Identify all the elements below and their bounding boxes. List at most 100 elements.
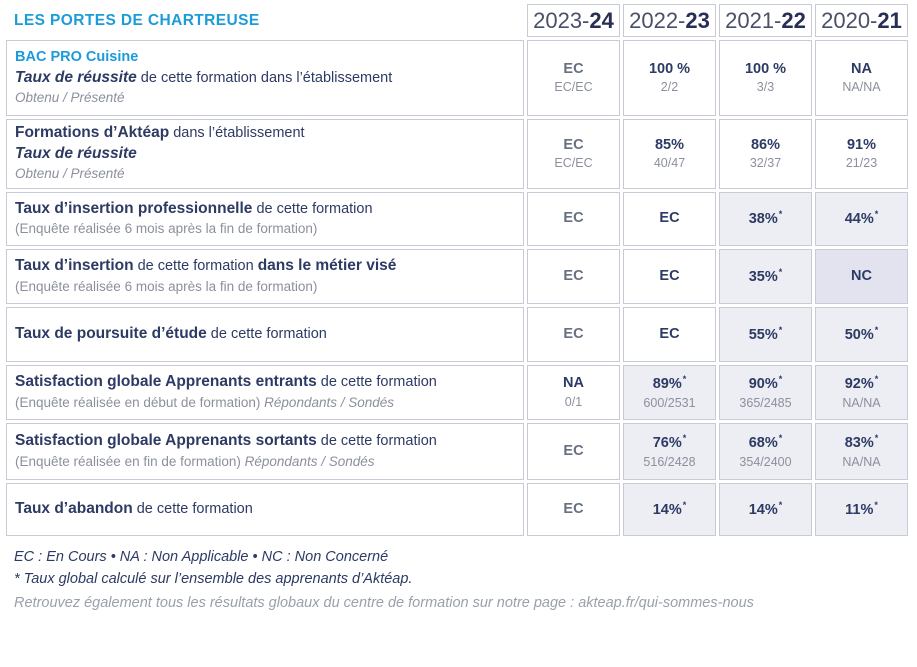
column-header-2023-24: 2023- 24 — [527, 4, 620, 37]
row-label-text: Répondants / Sondés — [244, 453, 375, 469]
row-label-line: Taux d’insertion de cette formation dans… — [15, 256, 513, 276]
value-cell: EC — [527, 423, 620, 480]
row-label-text: Taux d’abandon — [15, 500, 133, 518]
row-label-text: Répondants / Sondés — [264, 394, 395, 410]
value-cell: EC — [623, 192, 716, 246]
main-value: 14%* — [748, 499, 783, 518]
value-cell: EC EC/EC — [527, 40, 620, 116]
value-cell: 76%* 516/2428 — [623, 423, 716, 480]
column-header-2021-22: 2021- 22 — [719, 4, 812, 37]
main-value: 91% — [846, 136, 877, 153]
value-cell: 90%* 365/2485 — [719, 365, 812, 420]
institution-title: LES PORTES DE CHARTREUSE — [14, 11, 260, 29]
main-value: 76%* — [652, 433, 687, 452]
main-value: EC — [563, 500, 584, 517]
value-cell: 83%* NA/NA — [815, 423, 908, 480]
row-label-text: Obtenu / Présenté — [15, 90, 125, 106]
main-value: EC — [563, 210, 584, 227]
global-rate-asterisk: * — [778, 374, 783, 385]
sub-value: 40/47 — [653, 156, 686, 171]
value-cell: EC EC/EC — [527, 119, 620, 189]
row-label-text: dans le métier visé — [257, 257, 397, 275]
row-label-text: Formations d’Aktéap — [15, 124, 170, 142]
row-label-line: (Enquête réalisée en fin de formation) R… — [15, 452, 513, 472]
page: LES PORTES DE CHARTREUSE 2023- 24 2022- 23 2… — [6, 4, 908, 611]
row-label-text: de cette formation dans l’établissement — [136, 69, 393, 86]
value-cell: NC — [815, 249, 908, 304]
main-value: 35%* — [748, 266, 783, 285]
row-label: Taux d’insertion de cette formation dans… — [6, 249, 524, 304]
global-rate-asterisk: * — [874, 374, 879, 385]
main-value: 11%* — [845, 499, 878, 518]
row-label: Satisfaction globale Apprenants sortants… — [6, 423, 524, 480]
footer-link-text: Retrouvez également tous les résultats g… — [14, 594, 754, 611]
legend-note: * Taux global calculé sur l’ensemble des… — [14, 570, 413, 587]
row-label: Taux d’abandon de cette formation — [6, 483, 524, 536]
value-cell: EC — [623, 307, 716, 362]
value-cell: 89%* 600/2531 — [623, 365, 716, 420]
row-label-line: (Enquête réalisée 6 mois après la fin de… — [15, 219, 513, 239]
main-value: NA — [851, 60, 872, 77]
value-cell: EC — [527, 249, 620, 304]
row-label-line: (Enquête réalisée 6 mois après la fin de… — [15, 277, 513, 297]
column-header-year-bold: 24 — [589, 7, 614, 33]
row-label-line: Satisfaction globale Apprenants sortants… — [15, 431, 513, 451]
value-cell: EC — [527, 192, 620, 246]
row-label-line: Formations d’Aktéap dans l’établissement — [15, 123, 513, 143]
sub-value: NA/NA — [842, 454, 881, 469]
sub-value: 516/2428 — [643, 454, 696, 469]
row-label: BAC PRO Cuisine Taux de réussite de cette… — [6, 40, 524, 116]
row-label-text: de cette formation — [206, 326, 327, 343]
row-label-text: Taux d’insertion professionnelle — [15, 199, 253, 217]
sub-value: 365/2485 — [739, 395, 792, 410]
column-header-2022-23: 2022- 23 — [623, 4, 716, 37]
row-label-text: (Enquête réalisée en début de formation) — [15, 394, 265, 410]
row-label-text: Taux de réussite — [15, 144, 137, 162]
value-cell: NA 0/1 — [527, 365, 620, 420]
row-label-line: (Enquête réalisée en début de formation)… — [15, 393, 513, 413]
main-value: EC — [563, 267, 584, 284]
main-value: 55%* — [748, 324, 783, 343]
column-header-year-bold: 22 — [781, 7, 806, 33]
row-label-text: Taux d’insertion — [15, 257, 134, 275]
main-value: 14%* — [652, 499, 687, 518]
global-rate-asterisk: * — [778, 499, 783, 510]
row-label: Taux d’insertion professionnelle de cett… — [6, 192, 524, 246]
global-rate-asterisk: * — [874, 324, 879, 335]
row-label-text: (Enquête réalisée en fin de formation) — [15, 453, 245, 469]
row-label-text: BAC PRO Cuisine — [15, 49, 139, 66]
row-label-text: dans l’établissement — [169, 125, 305, 142]
global-rate-asterisk: * — [778, 209, 783, 220]
sub-value: NA/NA — [842, 395, 881, 410]
row-label-line: Taux de réussite — [15, 144, 513, 164]
row-label-text: Satisfaction globale Apprenants entrants — [15, 373, 317, 391]
legend-abbreviations: EC : En Cours • NA : Non Applicable • NC… — [14, 549, 389, 565]
sub-value: EC/EC — [554, 156, 593, 171]
value-cell: EC — [527, 483, 620, 536]
row-label-line: Taux de réussite de cette formation dans… — [15, 68, 513, 88]
row-label: Satisfaction globale Apprenants entrants… — [6, 365, 524, 420]
value-cell: 85% 40/47 — [623, 119, 716, 189]
row-label: Taux de poursuite d’étude de cette forma… — [6, 307, 524, 362]
main-value: 50%* — [844, 324, 879, 343]
row-label-line: BAC PRO Cuisine — [15, 47, 513, 67]
sub-value: 0/1 — [564, 394, 583, 409]
row-label-line: Taux de poursuite d’étude de cette forma… — [15, 324, 513, 344]
row-label-text: Obtenu / Présenté — [15, 166, 125, 182]
value-cell: 44%* — [815, 192, 908, 246]
row-label-text: de cette formation — [133, 258, 258, 275]
value-cell: EC — [623, 249, 716, 304]
main-value: 100 % — [648, 60, 691, 77]
main-value: 44%* — [844, 209, 879, 228]
main-value: 86% — [750, 136, 781, 153]
row-label-text: de cette formation — [316, 433, 437, 450]
value-cell: 92%* NA/NA — [815, 365, 908, 420]
value-cell: 91% 21/23 — [815, 119, 908, 189]
column-header-year-bold: 21 — [877, 7, 902, 33]
row-label-text: Taux de réussite — [15, 68, 137, 86]
global-rate-asterisk: * — [874, 209, 879, 220]
row-label-text: (Enquête réalisée 6 mois après la fin de… — [15, 278, 318, 294]
sub-value: EC/EC — [554, 80, 593, 95]
row-label: Formations d’Aktéap dans l’établissement… — [6, 119, 524, 189]
global-rate-asterisk: * — [778, 266, 783, 277]
